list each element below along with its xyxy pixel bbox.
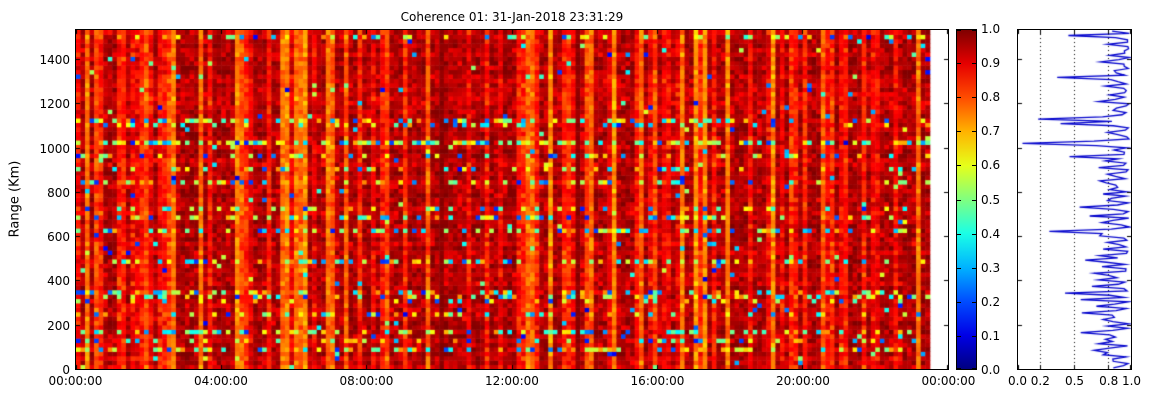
colorbar-tick-label: 1.0: [981, 22, 1001, 36]
colorbar-tick-mark: [957, 301, 961, 303]
x-tick-label: 00:00:00: [921, 374, 976, 388]
colorbar-tick-mark: [957, 199, 961, 201]
profile-axes: [1017, 29, 1132, 370]
y-tick-label: 1000: [39, 141, 70, 156]
x-tick-label: 08:00:00: [339, 374, 394, 388]
colorbar-tick-mark: [972, 368, 976, 369]
y-tick-label: 200: [47, 318, 70, 333]
x-tick-label: 20:00:00: [776, 374, 830, 388]
colorbar-tick-label: 0.0: [981, 363, 1001, 377]
colorbar-tick-mark: [972, 301, 976, 303]
coherence-heatmap-canvas: [76, 30, 948, 369]
colorbar-tick-mark: [972, 131, 976, 133]
plot-title: Coherence 01: 31-Jan-2018 23:31:29: [400, 10, 624, 24]
colorbar-tick-label: 0.4: [981, 226, 1001, 241]
colorbar-tick-label: 0.1: [981, 328, 1001, 343]
x-tick-label: 04:00:00: [194, 374, 248, 388]
heatmap-axes: [75, 29, 949, 370]
colorbar-tick-mark: [972, 233, 976, 235]
y-tick-label: 0: [62, 363, 70, 377]
profile-x-tick-label: 0.2: [1030, 374, 1050, 388]
colorbar-tick-mark: [957, 165, 961, 167]
colorbar-tick-label: 0.2: [981, 294, 1001, 309]
profile-x-tick-label: 1.0: [1121, 374, 1142, 388]
y-tick-label: 600: [47, 230, 70, 245]
profile-x-tick-label: 0.0: [1007, 374, 1028, 388]
profile-x-tick-label: 0.5: [1064, 374, 1085, 388]
colorbar-tick-mark: [957, 63, 961, 65]
coherence-profile-canvas: [1018, 30, 1131, 369]
colorbar-tick-label: 0.8: [981, 90, 1001, 105]
colorbar-tick-mark: [972, 199, 976, 201]
colorbar-tick-mark: [957, 131, 961, 133]
colorbar-tick-mark: [972, 335, 976, 337]
colorbar-tick-mark: [972, 30, 976, 31]
colorbar-tick-label: 0.9: [981, 56, 1001, 71]
y-tick-label: 1200: [39, 97, 70, 112]
y-tick-label: 800: [47, 185, 70, 200]
colorbar-tick-mark: [957, 368, 961, 369]
colorbar-tick-mark: [957, 97, 961, 99]
colorbar-tick-mark: [972, 97, 976, 99]
colorbar-tick-mark: [957, 233, 961, 235]
colorbar-tick-mark: [957, 335, 961, 337]
x-tick-label: 00:00:00: [48, 374, 103, 388]
colorbar-tick-mark: [972, 165, 976, 167]
colorbar-tick-label: 0.5: [981, 192, 1001, 207]
colorbar-tick-label: 0.3: [981, 260, 1001, 275]
colorbar-gradient: [957, 30, 976, 369]
colorbar-tick-label: 0.7: [981, 124, 1001, 139]
y-tick-label: 400: [47, 274, 70, 289]
colorbar-tick-mark: [957, 30, 961, 31]
x-tick-label: 16:00:00: [630, 374, 685, 388]
profile-x-tick-label: 0.8: [1099, 374, 1119, 388]
x-tick-label: 12:00:00: [485, 374, 539, 388]
colorbar-tick-mark: [972, 63, 976, 65]
colorbar-tick-mark: [957, 267, 961, 269]
y-tick-label: 1400: [39, 53, 70, 67]
colorbar-tick-mark: [972, 267, 976, 269]
colorbar: [956, 29, 977, 370]
colorbar-tick-label: 0.6: [981, 158, 1001, 173]
